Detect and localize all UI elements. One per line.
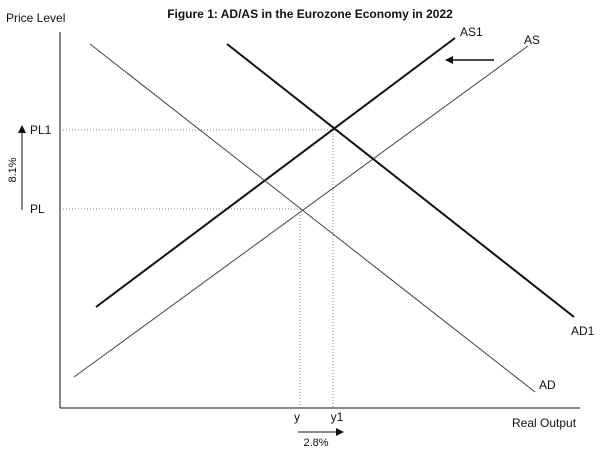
as1-label: AS1 bbox=[460, 25, 483, 39]
y1-label: y1 bbox=[331, 410, 344, 424]
ad1-label: AD1 bbox=[571, 324, 595, 338]
figure-title: Figure 1: AD/AS in the Eurozone Economy … bbox=[167, 7, 453, 21]
price-change-label: 8.1% bbox=[7, 157, 19, 182]
pl1-label: PL1 bbox=[30, 123, 52, 137]
y-axis-label: Price Level bbox=[6, 11, 65, 25]
ad-label: AD bbox=[539, 378, 556, 392]
pl-label: PL bbox=[30, 202, 45, 216]
x-axis-label: Real Output bbox=[512, 416, 577, 430]
as-curve bbox=[73, 45, 529, 378]
ad1-curve bbox=[226, 43, 575, 318]
as-label: AS bbox=[524, 33, 540, 47]
as1-curve bbox=[95, 37, 456, 308]
output-change-label: 2.8% bbox=[303, 437, 328, 449]
y-label: y bbox=[294, 410, 300, 424]
ad-curve bbox=[89, 43, 536, 393]
